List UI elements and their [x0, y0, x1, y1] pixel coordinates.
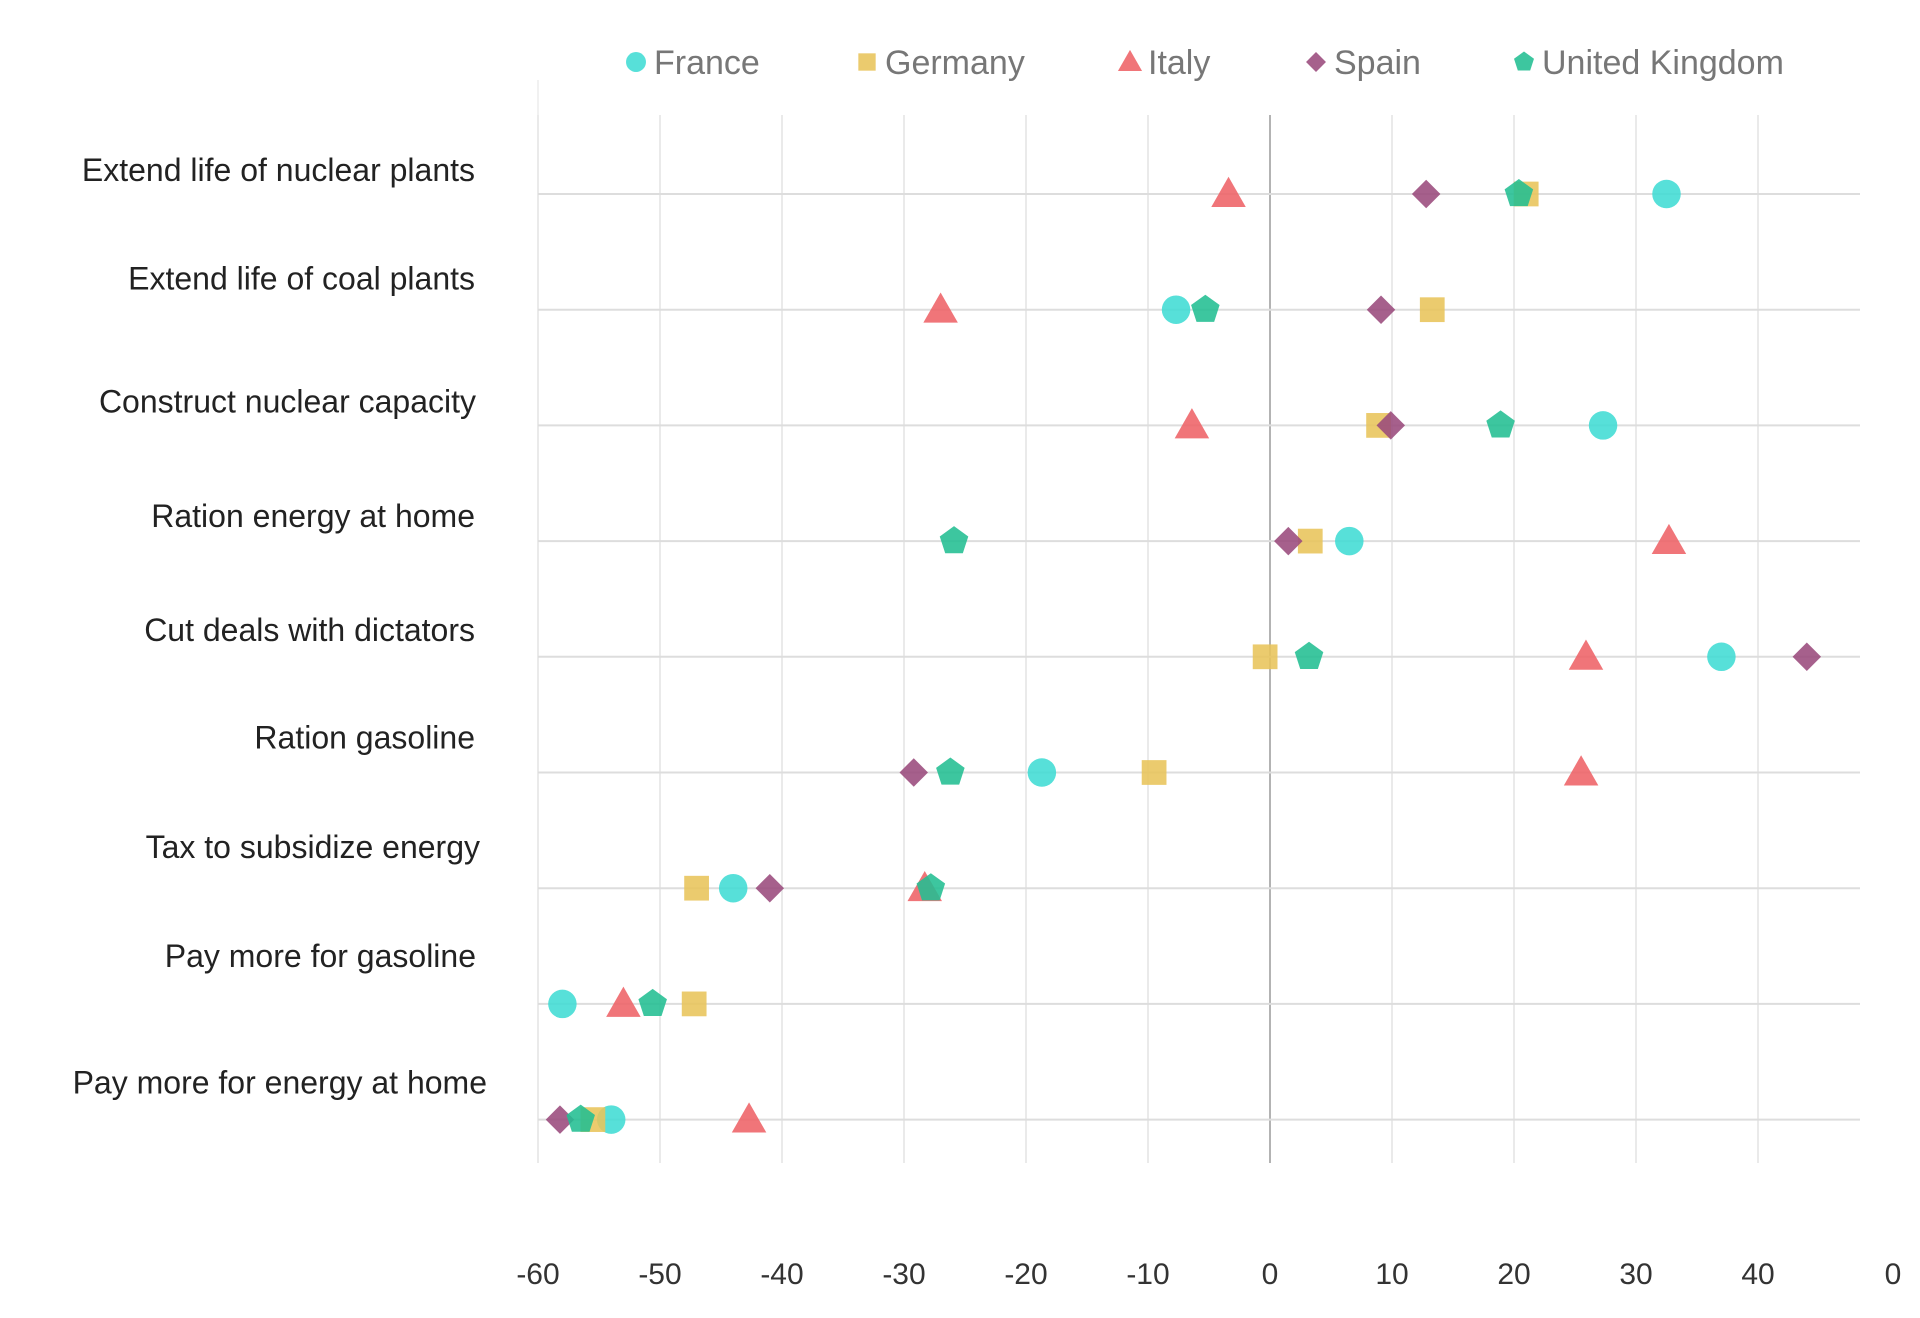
legend-label: United Kingdom	[1542, 44, 1784, 82]
series-france	[548, 179, 1736, 1134]
triangle-point	[1568, 639, 1604, 670]
diamond-point	[755, 873, 785, 903]
circle-point	[1707, 642, 1736, 672]
x-tick-label: 30	[1619, 1258, 1652, 1291]
circle-point	[548, 989, 577, 1019]
category-label: Construct nuclear capacity	[99, 383, 476, 419]
x-tick-label: 0	[1885, 1258, 1902, 1291]
square-point	[1252, 644, 1278, 670]
category-label: Ration energy at home	[151, 498, 475, 534]
diamond-point	[1366, 295, 1396, 324]
triangle-point	[731, 1102, 767, 1133]
x-tick-label: 20	[1497, 1258, 1530, 1291]
x-tick-label: -40	[760, 1258, 803, 1291]
diamond-point	[545, 1105, 575, 1134]
x-axis: -60 -50 -40 -30 -20 -10 0 10 20 30 40 0	[516, 1258, 1901, 1291]
legend-pentagon-icon	[1514, 51, 1534, 71]
series-spain	[545, 179, 1822, 1134]
legend: France Germany Italy Spain United Kingdom	[626, 44, 1784, 82]
triangle-point	[1174, 408, 1210, 439]
legend-label: Spain	[1334, 44, 1421, 82]
grid	[537, 80, 1860, 1163]
data-points	[545, 176, 1822, 1134]
square-point	[1419, 297, 1445, 323]
legend-label: Italy	[1148, 44, 1210, 82]
circle-point	[1161, 295, 1191, 324]
x-tick-label: 10	[1375, 1258, 1408, 1291]
category-label: Ration gasoline	[254, 720, 475, 756]
circle-point	[1588, 411, 1618, 440]
category-label: Extend life of coal plants	[128, 261, 475, 297]
pentagon-point	[1504, 179, 1534, 207]
circle-point	[1652, 179, 1681, 209]
legend-circle-icon	[626, 52, 646, 72]
category-labels: Extend life of nuclear plants Extend life…	[73, 152, 487, 1101]
legend-label: Germany	[885, 44, 1025, 82]
pentagon-point	[936, 757, 965, 785]
diamond-point	[1411, 179, 1441, 209]
x-tick-label: -10	[1126, 1258, 1169, 1291]
x-tick-label: 0	[1262, 1258, 1279, 1291]
legend-label: France	[654, 44, 760, 82]
square-point	[1141, 760, 1167, 785]
series-italy	[606, 176, 1687, 1133]
triangle-point	[923, 292, 958, 323]
legend-square-icon	[858, 53, 876, 71]
pentagon-point	[916, 873, 946, 901]
category-label: Tax to subsidize energy	[146, 829, 480, 865]
category-label: Pay more for energy at home	[73, 1065, 487, 1101]
diamond-point	[899, 758, 929, 787]
square-point	[684, 875, 709, 901]
circle-point	[1027, 758, 1057, 787]
category-label: Pay more for gasoline	[165, 938, 476, 974]
diamond-point	[1376, 411, 1406, 440]
x-tick-label: -50	[638, 1258, 681, 1291]
pentagon-point	[939, 526, 969, 554]
square-point	[681, 991, 707, 1017]
category-label: Extend life of nuclear plants	[82, 152, 475, 188]
series-united-kingdom	[566, 179, 1534, 1132]
x-tick-label: 40	[1741, 1258, 1774, 1291]
legend-triangle-icon	[1117, 49, 1143, 72]
x-tick-label: -30	[882, 1258, 925, 1291]
pentagon-point	[566, 1104, 595, 1132]
pentagon-point	[638, 988, 667, 1017]
diamond-point	[1274, 526, 1303, 556]
legend-diamond-icon	[1306, 52, 1326, 72]
category-label: Cut deals with dictators	[144, 612, 475, 648]
triangle-point	[606, 986, 641, 1017]
pentagon-point	[1191, 294, 1220, 322]
pentagon-point	[1486, 410, 1515, 438]
pentagon-point	[1294, 641, 1324, 669]
circle-point	[718, 873, 748, 903]
circle-point	[1335, 526, 1364, 556]
x-tick-label: -60	[516, 1258, 559, 1291]
diamond-point	[1792, 642, 1822, 672]
x-tick-label: -20	[1004, 1258, 1047, 1291]
triangle-point	[1563, 755, 1599, 786]
triangle-point	[1211, 176, 1246, 207]
triangle-point	[1651, 523, 1687, 555]
